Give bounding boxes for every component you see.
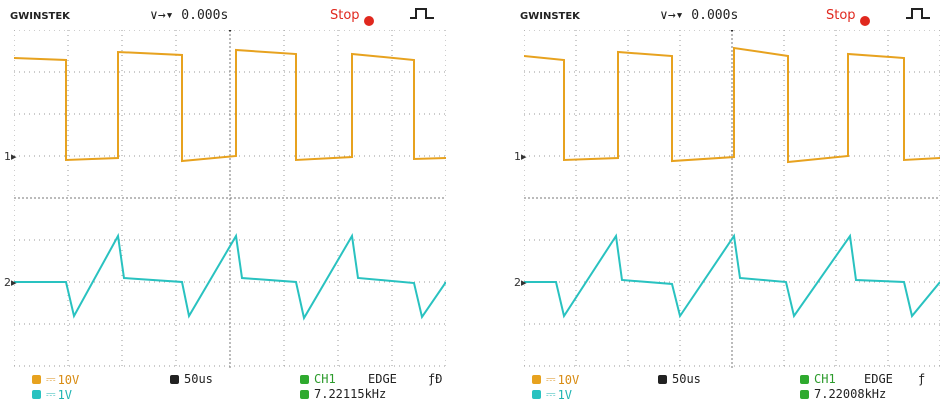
run-state: Stop <box>330 8 360 23</box>
ch2-trace <box>14 232 446 321</box>
ch1-scale: ⎓ 10V <box>532 372 579 387</box>
ch2-scale: ⎓ 1V <box>532 387 572 402</box>
graticule <box>524 30 940 370</box>
ch2-marker: 2▸ <box>514 276 527 289</box>
scope-screen-left: GWINSTEK ∨→▾ 0.000s Stop 1▸ 2▸ ⎓ 10V <box>0 0 448 403</box>
trigger-edge-icon <box>904 6 932 24</box>
measurement-bar: ⎓ 10V ⎓ 1V 50us CH1 EDGE ƒ 7.22008kHz <box>510 370 940 403</box>
stop-indicator-icon <box>859 16 870 26</box>
ch1-trace <box>524 46 940 164</box>
measurement-bar: ⎓ 10V ⎓ 1V 50us CH1 EDGE ƒĐ 7.22115kHz <box>0 370 448 403</box>
trigger-slope: ƒĐ <box>428 372 443 386</box>
ch1-marker: 1▸ <box>514 150 527 163</box>
graticule <box>14 30 446 370</box>
timebase: 50us <box>170 372 213 386</box>
trigger-type: EDGE <box>368 372 397 386</box>
waveform-display <box>14 30 446 370</box>
ch2-trace <box>524 233 940 319</box>
ch1-scale: ⎓ 10V <box>32 372 79 387</box>
ch2-marker: 2▸ <box>4 276 17 289</box>
scope-screen-right: GWINSTEK ∨→▾ 0.000s Stop 1▸ 2▸ ⎓ 10V ⎓ 1… <box>510 0 940 403</box>
trigger-type: EDGE <box>864 372 893 386</box>
frequency: 7.22008kHz <box>800 387 886 401</box>
trigger-edge-icon <box>408 6 436 24</box>
waveform-display <box>524 30 940 370</box>
horizontal-position: ∨→▾ 0.000s <box>660 8 739 23</box>
run-state-group: Stop <box>330 8 374 26</box>
ch2-scale: ⎓ 1V <box>32 387 72 402</box>
trigger-position-icon <box>730 30 734 32</box>
trigger-source: CH1 <box>800 372 836 386</box>
timebase: 50us <box>658 372 701 386</box>
status-bar: GWINSTEK ∨→▾ 0.000s Stop <box>510 0 940 30</box>
trigger-slope: ƒ <box>918 372 926 386</box>
frequency: 7.22115kHz <box>300 387 386 401</box>
brand-logo: GWINSTEK <box>520 11 580 22</box>
run-state: Stop <box>826 8 856 23</box>
stop-indicator-icon <box>363 16 374 26</box>
trigger-source: CH1 <box>300 372 336 386</box>
status-bar: GWINSTEK ∨→▾ 0.000s Stop <box>0 0 448 30</box>
brand-logo: GWINSTEK <box>10 11 70 22</box>
ch1-trace <box>14 48 446 163</box>
ch1-marker: 1▸ <box>4 150 17 163</box>
run-state-group: Stop <box>826 8 870 26</box>
horizontal-position: ∨→▾ 0.000s <box>150 8 229 23</box>
trigger-position-icon <box>228 30 232 32</box>
